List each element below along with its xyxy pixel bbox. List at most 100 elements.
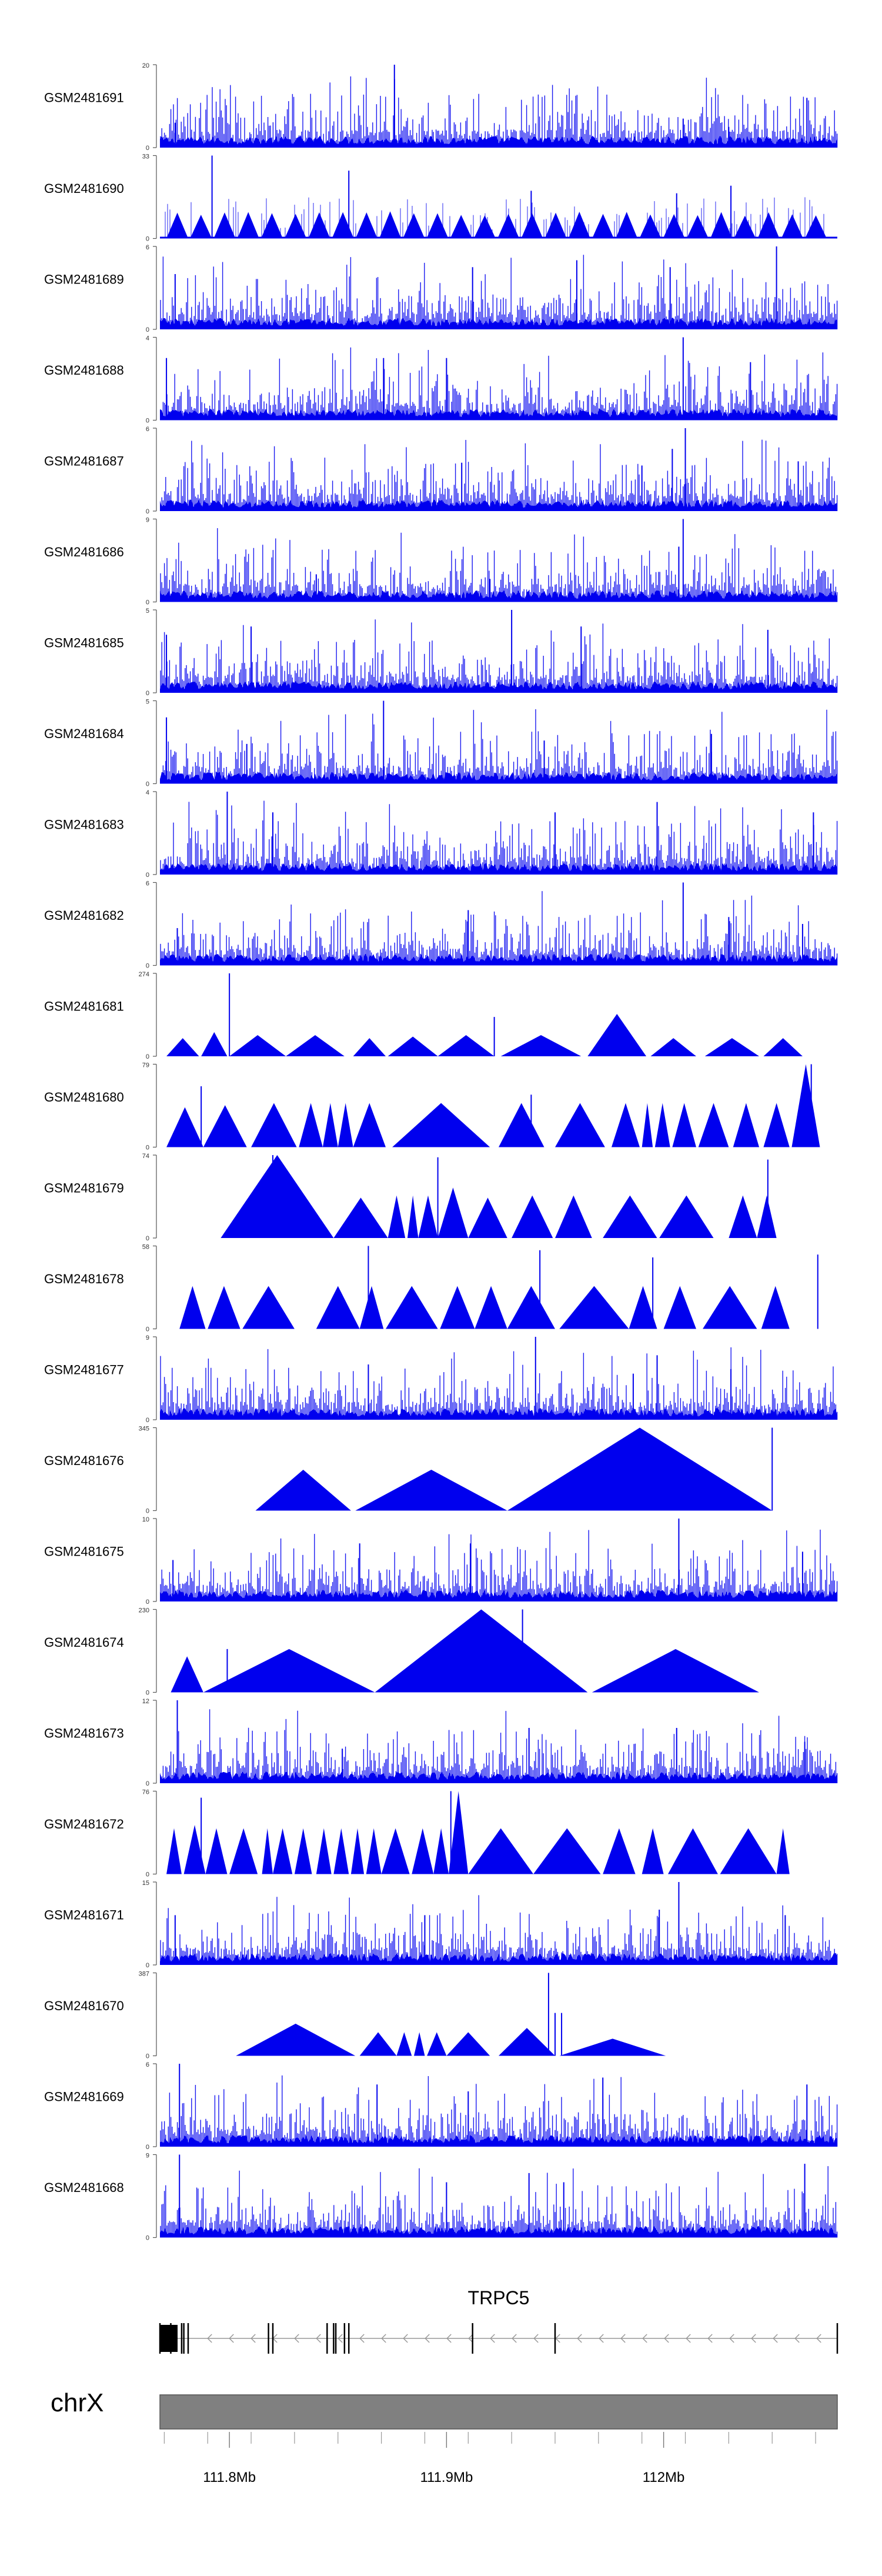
track-label: GSM2481683: [44, 817, 124, 832]
y-tick-label-max: 10: [142, 1516, 149, 1523]
coverage-segment: [499, 2028, 555, 2056]
chromosome-label: chrX: [51, 2388, 103, 2417]
coverage-segment: [437, 1187, 469, 1238]
strand-chevron: [512, 2334, 517, 2343]
coverage-segment: [338, 1103, 353, 1147]
gene-name-label: TRPC5: [468, 2287, 530, 2308]
track-label: GSM2481673: [44, 1726, 124, 1741]
coverage-segment: [427, 2032, 447, 2056]
track-label: GSM2481676: [44, 1453, 124, 1468]
coverage-segment: [387, 1036, 438, 1056]
coverage-segment: [468, 1197, 507, 1238]
y-tick-label-max: 20: [142, 62, 149, 69]
coverage-segment: [654, 1103, 670, 1147]
coverage-segment: [414, 2032, 425, 2056]
track-GSM2481682: GSM2481682 6 0: [44, 880, 838, 970]
coverage-segment: [776, 1828, 790, 1874]
strand-chevron: [773, 2334, 778, 2343]
coverage-segment: [659, 1195, 714, 1238]
y-tick-label-zero: 0: [146, 963, 149, 970]
strand-chevron: [250, 2334, 256, 2343]
coverage-segment: [332, 212, 354, 239]
axis-tick-label: 111.9Mb: [420, 2470, 473, 2485]
y-tick-label-zero: 0: [146, 1962, 149, 1969]
y-tick-label-max: 6: [146, 426, 149, 433]
coverage-segment: [407, 1195, 419, 1238]
track-label: GSM2481674: [44, 1635, 124, 1650]
track-GSM2481684: GSM2481684 5 0: [44, 699, 838, 788]
track-label: GSM2481668: [44, 2180, 124, 2195]
coverage-segment: [403, 213, 425, 239]
track-label: GSM2481672: [44, 1817, 124, 1831]
coverage-segment: [668, 1828, 718, 1874]
coverage-spikes: [160, 528, 838, 602]
track-label: GSM2481680: [44, 1090, 124, 1105]
y-tick-label-max: 79: [142, 1062, 149, 1069]
strand-chevron: [794, 2334, 800, 2343]
strand-chevron: [816, 2334, 821, 2343]
coverage-segment: [166, 1107, 203, 1147]
coverage-tracks: GSM2481691200GSM2481690330GSM248168960GS…: [44, 62, 838, 2242]
coverage-segment: [559, 1286, 629, 1329]
track-GSM2481675: GSM2481675 10 0: [44, 1516, 838, 1606]
track-GSM2481674: GSM2481674 230 0: [44, 1607, 760, 1697]
y-tick-label-max: 4: [146, 789, 149, 796]
y-tick-label-zero: 0: [146, 690, 149, 697]
coverage-segment: [639, 214, 662, 239]
coverage-segment: [592, 213, 614, 239]
strand-chevron: [316, 2334, 321, 2343]
coverage-spikes: [160, 76, 838, 148]
y-tick-label-max: 74: [142, 1153, 149, 1160]
coverage-segment: [616, 212, 638, 239]
coverage-segment: [729, 1195, 757, 1238]
coverage-segment: [208, 1286, 240, 1329]
coverage-segment: [237, 212, 259, 239]
y-tick-label-max: 387: [139, 1971, 149, 1978]
coverage-segment: [333, 1197, 388, 1238]
track-GSM2481668: GSM2481668 9 0: [44, 2153, 838, 2242]
strand-chevron: [229, 2334, 234, 2343]
coverage-segment: [734, 215, 756, 239]
coverage-segment: [437, 1035, 495, 1056]
y-tick-label-zero: 0: [146, 236, 149, 243]
coverage-segment: [418, 1195, 438, 1238]
track-GSM2481677: GSM2481677 9 0: [44, 1334, 838, 1424]
coverage-segment: [392, 1103, 490, 1147]
track-GSM2481676: GSM2481676 345 0: [44, 1426, 773, 1515]
coverage-segment: [166, 1828, 182, 1874]
y-tick-label-zero: 0: [146, 418, 149, 425]
track-label: GSM2481679: [44, 1181, 124, 1196]
coverage-segment: [468, 1828, 534, 1874]
track-label: GSM2481669: [44, 2090, 124, 2104]
coverage-segment: [603, 1828, 636, 1874]
coverage-segment: [603, 1195, 657, 1238]
y-tick-label-zero: 0: [146, 1599, 149, 1606]
coverage-segment: [375, 1609, 588, 1693]
coverage-segment: [316, 1828, 332, 1874]
track-GSM2481673: GSM2481673 12 0: [44, 1698, 838, 1787]
coverage-segment: [396, 2032, 412, 2056]
coverage-segment: [642, 1828, 664, 1874]
track-GSM2481690: GSM2481690 33 0: [44, 154, 837, 243]
coverage-segment: [805, 215, 827, 239]
track-GSM2481683: GSM2481683 4 0: [44, 789, 838, 879]
coverage-segment: [663, 1286, 696, 1329]
y-tick-label-zero: 0: [146, 1417, 149, 1424]
coverage-segment: [507, 1427, 773, 1511]
coverage-spikes: [160, 2075, 838, 2147]
coverage-segment: [426, 213, 449, 239]
y-tick-label-max: 12: [142, 1698, 149, 1705]
coverage-spikes: [160, 1347, 838, 1420]
strand-chevron: [359, 2334, 365, 2343]
strand-chevron: [425, 2334, 430, 2343]
y-tick-label-max: 15: [142, 1880, 149, 1887]
strand-chevron: [381, 2334, 386, 2343]
coverage-segment: [568, 211, 590, 239]
coverage-segment: [171, 1656, 203, 1693]
coverage-spikes: [160, 709, 838, 784]
coverage-segment: [450, 215, 472, 239]
coverage-segment: [612, 1103, 640, 1147]
y-tick-label-max: 6: [146, 2061, 149, 2068]
track-label: GSM2481682: [44, 908, 124, 923]
coverage-segment: [236, 2023, 356, 2056]
